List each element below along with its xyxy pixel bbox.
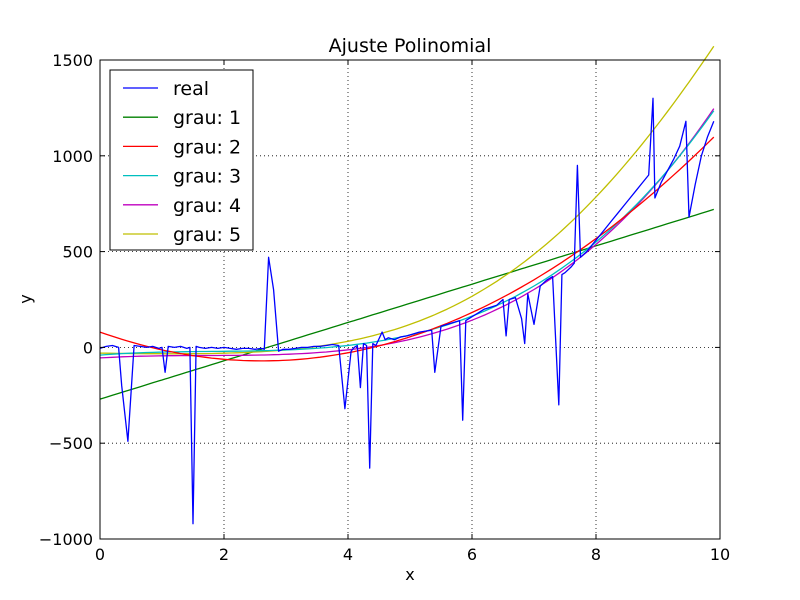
y-tick-label: 500 [62,243,93,262]
series-line-grau-4 [99,108,715,359]
chart-title: Ajuste Polinomial [329,35,492,57]
y-tick-label: −1000 [39,530,93,549]
legend-frame [109,69,254,251]
x-tick-label: 8 [591,545,601,564]
legend-label: grau: 3 [173,166,241,188]
x-tick-label: 10 [710,545,730,564]
legend-label: grau: 2 [173,136,241,158]
axis-ticks: 0 2 4 6 8 10 −1000 −500 0 500 1000 1500 [39,51,730,564]
series-line-grau-1 [99,208,714,400]
x-tick-label: 2 [219,545,229,564]
y-tick-label: 0 [83,338,93,357]
series-line-grau-5 [99,45,715,355]
legend-label: grau: 5 [173,224,241,246]
plot-area-frame [99,59,721,540]
x-tick-label: 0 [95,545,105,564]
y-tick-label: −500 [49,434,93,453]
x-axis-label: x [405,565,414,584]
series-line-real [99,97,715,525]
legend: real grau: 1 grau: 2 grau: 3 grau: 4 grau: 5 [109,69,254,251]
y-tick-label: 1000 [52,147,93,166]
legend-label: grau: 4 [173,195,241,217]
x-tick-label: 4 [343,545,353,564]
series-lines [99,45,715,525]
series-line-grau-2 [99,136,715,362]
y-tick-label: 1500 [52,51,93,70]
legend-label: grau: 1 [173,107,241,129]
y-axis-label: y [16,294,35,303]
legend-label: real [173,78,209,100]
x-tick-label: 6 [467,545,477,564]
